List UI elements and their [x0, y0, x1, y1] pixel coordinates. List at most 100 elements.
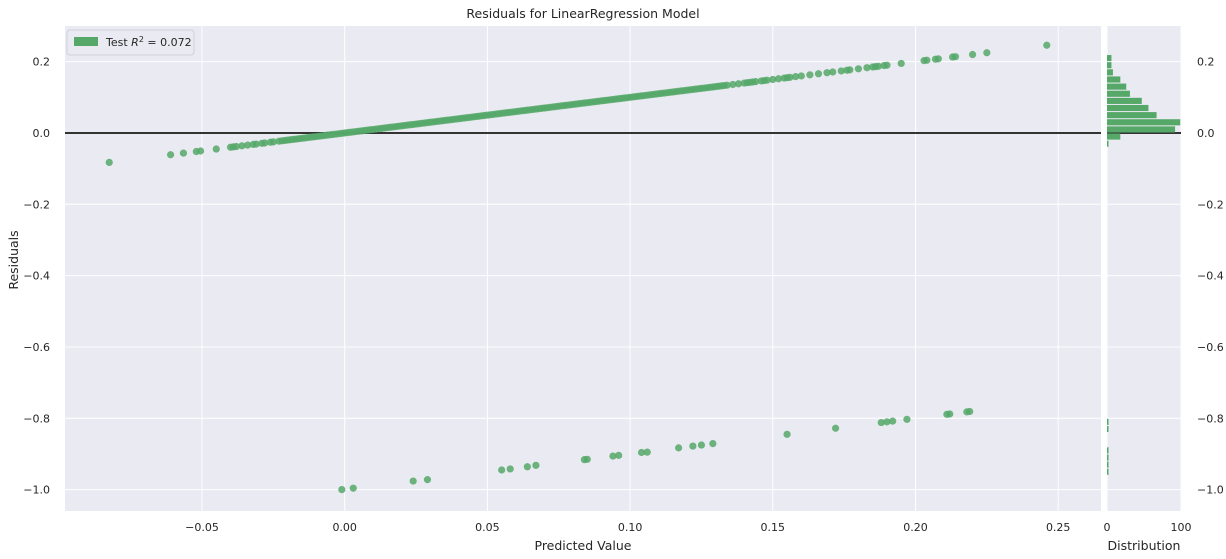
data-point	[883, 418, 891, 426]
data-point	[643, 448, 651, 456]
data-point	[946, 410, 954, 418]
data-point	[409, 477, 417, 485]
data-point	[615, 451, 623, 459]
histogram-bar	[1107, 55, 1112, 62]
histogram-bar	[1107, 83, 1127, 90]
data-point	[723, 81, 731, 89]
data-point	[874, 62, 882, 70]
data-point	[423, 476, 432, 484]
data-point	[675, 444, 683, 452]
main-plot-area	[65, 26, 1101, 511]
data-point	[212, 145, 220, 153]
data-point	[506, 465, 514, 473]
y-tick-label: 0.2	[33, 56, 51, 69]
legend-label-suffix: = 0.072	[144, 36, 192, 49]
hist-y-tick-label: −1.0	[1197, 484, 1224, 497]
data-point	[814, 70, 823, 78]
data-point	[709, 439, 717, 448]
legend-label: Test R2 = 0.072	[105, 35, 192, 49]
hist-y-tick-label: −0.6	[1197, 341, 1224, 354]
data-point	[797, 72, 805, 80]
data-point	[583, 455, 591, 463]
y-tick-label: 0.0	[33, 127, 51, 140]
y-tick-label: −0.8	[23, 412, 50, 425]
data-point	[897, 59, 905, 68]
data-point	[763, 76, 771, 84]
histogram-bar	[1107, 119, 1181, 126]
legend-label-math: R	[131, 36, 139, 49]
x-tick-label: 0.00	[332, 521, 357, 534]
data-point	[934, 55, 942, 63]
data-point	[863, 64, 871, 72]
hist-x-tick-label: 0	[1104, 521, 1111, 534]
data-point	[966, 407, 974, 416]
data-point	[774, 75, 783, 83]
data-point	[105, 158, 113, 167]
data-point	[196, 147, 205, 155]
data-point	[523, 463, 531, 471]
y-tick-label: −1.0	[23, 484, 50, 497]
histogram-bar	[1107, 425, 1109, 433]
x-axis-label: Predicted Value	[535, 538, 632, 553]
data-point	[783, 430, 791, 438]
data-point	[806, 71, 814, 79]
histogram-x-axis-label: Distribution	[1108, 538, 1181, 553]
data-point	[729, 80, 737, 89]
legend-label-sup: 2	[139, 35, 144, 44]
data-point	[238, 142, 246, 150]
histogram-tick-labels: 0 100 −1.0 −0.8 −0.6 −0.4 −0.2 0.0 0.2	[1104, 56, 1224, 534]
data-point	[786, 73, 794, 81]
x-tick-label: 0.20	[903, 521, 928, 534]
histogram-bar	[1107, 447, 1109, 454]
data-point	[232, 142, 240, 151]
data-point	[752, 78, 760, 86]
x-tick-label: 0.15	[761, 521, 786, 534]
histogram-bar	[1107, 461, 1109, 468]
x-tick-label: −0.05	[185, 521, 219, 534]
histogram-bar	[1107, 97, 1142, 104]
data-point	[792, 73, 800, 81]
data-point	[846, 66, 854, 74]
data-point	[689, 442, 697, 450]
data-point	[889, 417, 897, 425]
data-point	[244, 141, 252, 149]
x-tick-label: 0.25	[1046, 521, 1071, 534]
histogram-bar	[1107, 104, 1149, 112]
histogram-bar	[1107, 76, 1121, 83]
histogram-bars	[1107, 55, 1181, 475]
data-point	[532, 461, 540, 469]
data-point	[877, 418, 885, 427]
y-axis-label: Residuals	[6, 230, 21, 289]
data-point	[498, 466, 506, 474]
data-point	[166, 151, 175, 159]
histogram-bar	[1107, 454, 1109, 461]
histogram-bar	[1107, 112, 1157, 119]
legend-box	[66, 29, 195, 56]
data-point	[903, 415, 911, 423]
y-tick-label: −0.4	[23, 270, 50, 283]
data-point	[179, 149, 188, 157]
histogram-bar	[1107, 418, 1109, 425]
hist-y-tick-label: 0.2	[1197, 56, 1215, 69]
data-point	[338, 486, 346, 494]
data-point	[837, 67, 845, 75]
legend: Test R2 = 0.072	[66, 29, 195, 56]
data-point	[883, 61, 891, 69]
histogram-bar	[1107, 468, 1109, 475]
data-point	[831, 424, 840, 432]
legend-swatch	[74, 37, 98, 46]
histogram-bar	[1107, 90, 1130, 97]
legend-label-prefix: Test	[105, 36, 131, 49]
data-point	[823, 69, 831, 77]
data-point	[829, 68, 837, 76]
x-tick-label: 0.10	[618, 521, 643, 534]
data-point	[951, 53, 960, 61]
main-tick-labels: −0.05 0.00 0.05 0.10 0.15 0.20 0.25 −1.0 −0.8 −0.…	[23, 56, 1070, 534]
data-point	[854, 65, 863, 73]
data-point	[697, 441, 706, 449]
hist-y-tick-label: −0.8	[1197, 412, 1224, 425]
data-point	[923, 56, 931, 64]
histogram-bar	[1107, 69, 1113, 76]
